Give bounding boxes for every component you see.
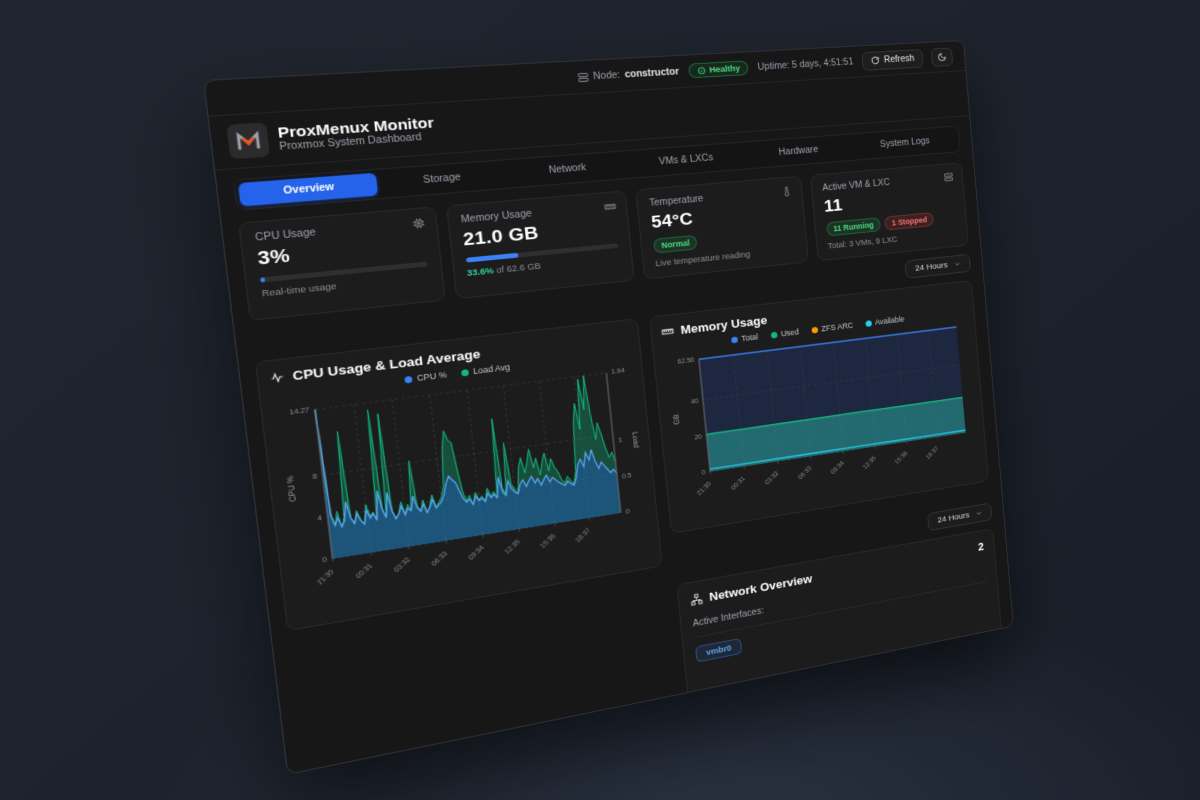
x-tick-label: 06:33 xyxy=(430,550,450,568)
tab-system-logs[interactable]: System Logs xyxy=(879,136,931,150)
y-tick-label: 1.94 xyxy=(611,367,626,376)
cpu-usage-card: CPU Usage 3% Real-time usage xyxy=(238,206,446,321)
chevron-down-icon-2 xyxy=(975,509,983,518)
cpu-chip-icon xyxy=(411,217,425,230)
tab-hardware[interactable]: Hardware xyxy=(778,144,819,158)
server-stack-icon xyxy=(943,172,954,183)
theme-toggle-button[interactable] xyxy=(930,47,954,67)
x-tick-label: 12:35 xyxy=(862,454,878,470)
legend-dot xyxy=(811,326,819,334)
interface-badge[interactable]: vmbr0 xyxy=(695,637,743,663)
charts-row: CPU Usage & Load Average CPU % Load Avg 0… xyxy=(254,279,1007,775)
legend-dot xyxy=(404,375,413,383)
x-tick-label: 00:31 xyxy=(730,475,747,492)
x-tick-label: 18:37 xyxy=(574,526,592,543)
tab-network[interactable]: Network xyxy=(548,162,587,176)
vm-running-badge: 11 Running xyxy=(825,217,882,237)
memory-stick-icon xyxy=(604,201,617,213)
x-tick-label: 21:30 xyxy=(315,568,336,586)
tab-overview[interactable]: Overview xyxy=(238,172,378,207)
y-tick-label: 62.56 xyxy=(677,357,695,366)
network-range-select[interactable]: 24 Hours xyxy=(927,502,993,532)
m-logo-icon xyxy=(233,128,264,154)
thermometer-icon xyxy=(780,185,792,197)
bottom-right-spacer xyxy=(695,699,1008,769)
proxmenux-logo xyxy=(226,122,271,160)
svg-text:CPU %: CPU % xyxy=(285,475,298,502)
x-tick-label: 12:35 xyxy=(503,538,522,556)
y-tick-label: 0 xyxy=(625,508,630,516)
time-range-value: 24 Hours xyxy=(914,260,949,274)
memory-caption-pct: 33.6% xyxy=(466,265,495,278)
server-icon xyxy=(577,72,589,83)
cpu-chart-svg: 0 4 8 14.27 0 0.5 1 1.94 CPU % Load 21:30 00:31 03:3… xyxy=(285,367,641,586)
moon-icon xyxy=(937,52,947,62)
legend-dot xyxy=(770,331,778,339)
refresh-label: Refresh xyxy=(883,53,915,65)
y-tick-label: 0 xyxy=(322,556,328,564)
refresh-button[interactable]: Refresh xyxy=(861,48,924,71)
dashboard-window: Node: constructor Healthy Uptime: 5 days… xyxy=(203,39,1014,775)
network-count: 2 xyxy=(977,540,985,554)
legend-dot xyxy=(865,319,872,327)
x-tick-label: 06:33 xyxy=(797,464,814,480)
vm-stopped-badge: 1 Stopped xyxy=(884,212,935,231)
temperature-card: Temperature 54°C Normal Live temperature… xyxy=(635,175,809,280)
node-label: Node: xyxy=(592,69,621,82)
check-circle-icon xyxy=(697,66,706,75)
memory-chart-svg: 0 20 40 62.56 GB 21:30 00:31 03:32 06:33 09:34 12:… xyxy=(672,316,980,497)
y-tick-label: 20 xyxy=(694,433,702,441)
x-tick-label: 09:34 xyxy=(829,459,845,475)
memory-progress-fill xyxy=(465,252,519,263)
memory-caption-rest: of 62.6 GB xyxy=(493,261,542,276)
y-tick-label: 14.27 xyxy=(289,407,310,417)
legend-dot xyxy=(730,335,739,344)
temperature-status-badge: Normal xyxy=(652,234,698,254)
right-column: Memory Usage Total Used ZFS ARC Available 0… xyxy=(649,279,1007,758)
y-tick-label: 8 xyxy=(312,472,318,480)
node-info: Node: constructor xyxy=(577,66,680,83)
y-tick-label: 40 xyxy=(691,397,700,405)
health-label: Healthy xyxy=(709,63,741,75)
uptime: Uptime: 5 days, 4:51:51 xyxy=(757,56,854,73)
x-tick-label: 03:32 xyxy=(392,556,412,574)
y-tick-label: 4 xyxy=(317,514,323,522)
refresh-icon xyxy=(871,56,881,65)
svg-text:GB: GB xyxy=(672,414,681,426)
activity-icon xyxy=(269,370,285,385)
network-icon xyxy=(690,593,703,607)
memory-usage-card: Memory Usage 21.0 GB 33.6% of 62.6 GB xyxy=(445,190,635,300)
legend-dot xyxy=(461,368,470,377)
tab-vms-lxcs[interactable]: VMs & LXCs xyxy=(658,152,714,168)
health-badge: Healthy xyxy=(687,60,750,79)
tab-storage[interactable]: Storage xyxy=(422,172,462,186)
x-tick-label: 03:32 xyxy=(763,470,780,486)
svg-text:Load: Load xyxy=(631,431,641,448)
cpu-progress-fill xyxy=(259,277,266,283)
y-tick-label: 1 xyxy=(618,436,623,444)
x-tick-label: 18:37 xyxy=(924,445,940,461)
chevron-down-icon xyxy=(953,260,961,268)
cpu-load-chart-card: CPU Usage & Load Average CPU % Load Avg 0… xyxy=(254,318,663,632)
time-range-select[interactable]: 24 Hours xyxy=(904,253,971,279)
active-vm-card: Active VM & LXC 11 11 Running 1 Stopped … xyxy=(809,162,969,262)
x-tick-label: 00:31 xyxy=(354,562,374,580)
memory-chart-card: Memory Usage Total Used ZFS ARC Available 0… xyxy=(649,279,990,534)
x-tick-label: 09:34 xyxy=(467,544,486,562)
x-tick-label: 21:30 xyxy=(695,480,712,497)
node-name: constructor xyxy=(624,66,680,80)
network-range-value: 24 Hours xyxy=(937,510,970,526)
x-tick-label: 15:36 xyxy=(539,532,558,549)
y-tick-label: 0.5 xyxy=(622,471,633,480)
y-tick-label: 0 xyxy=(701,469,706,477)
x-tick-label: 15:36 xyxy=(893,450,909,466)
memory-chart-icon xyxy=(661,325,675,338)
app-titles: ProxMenux Monitor Proxmox System Dashboa… xyxy=(277,115,436,153)
storage-overview-card: Storage Overview 26.8 TB 7 disks Total C… xyxy=(314,771,702,775)
